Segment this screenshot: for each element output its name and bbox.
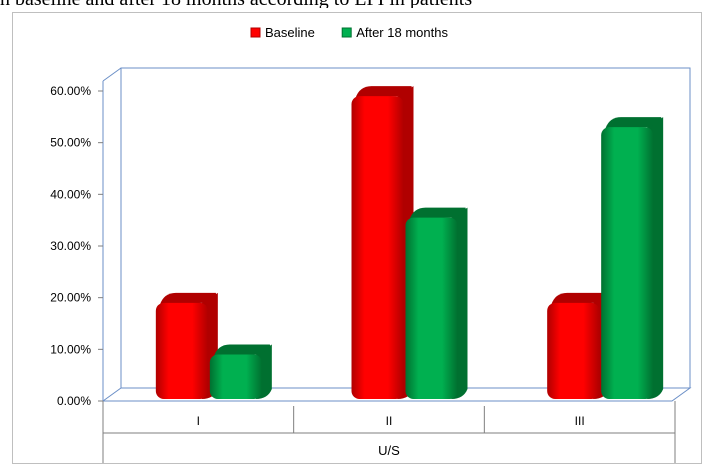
bar-front — [547, 302, 600, 399]
bar-front — [601, 127, 654, 400]
bar — [209, 344, 272, 399]
bars — [155, 86, 664, 400]
y-tick-label: 40.00% — [50, 187, 91, 201]
chart-side-wall-top — [102, 67, 122, 82]
y-tick-label: 60.00% — [50, 84, 91, 98]
chart-frame: Baseline After 18 months 0.00% 10.00% 20.00… — [12, 12, 702, 464]
x-tick-label: III — [575, 414, 585, 428]
legend-label: After 18 months — [356, 25, 448, 40]
bar-front — [405, 217, 458, 399]
bar-front — [155, 302, 208, 399]
y-tick-label: 50.00% — [50, 136, 91, 150]
bar — [547, 292, 610, 399]
bar-top — [159, 292, 217, 305]
bar — [155, 292, 218, 399]
bar-front — [209, 354, 262, 399]
bar — [405, 207, 468, 399]
y-tick-label: 0.00% — [57, 394, 91, 408]
legend-swatch — [250, 27, 261, 38]
bar-top — [409, 207, 466, 220]
legend-swatch — [341, 27, 352, 38]
caption-text: n baseline and after 18 months according… — [0, 0, 704, 8]
bar-front — [351, 96, 404, 400]
legend-label: Baseline — [265, 25, 315, 40]
x-tick-label: I — [197, 414, 200, 428]
bar-top — [355, 86, 412, 99]
bar-chart: Baseline After 18 months 0.00% 10.00% 20.00… — [50, 25, 692, 463]
y-tick-label: 20.00% — [50, 291, 91, 305]
y-tick-label: 30.00% — [50, 239, 91, 253]
bar — [351, 86, 414, 400]
y-tick-label: 10.00% — [50, 342, 91, 356]
caption-fragment: n baseline and after 18 months according… — [0, 0, 704, 8]
legend: Baseline After 18 months — [250, 25, 448, 40]
bar-top — [551, 292, 608, 305]
bar-top — [605, 117, 662, 130]
bar-top — [213, 344, 271, 357]
x-tick-label: II — [386, 414, 393, 428]
x-axis-label: U/S — [378, 443, 400, 458]
bar — [601, 117, 664, 400]
y-axis: 0.00% 10.00% 20.00% 30.00% 40.00% 50.00% 60.00… — [50, 84, 103, 408]
